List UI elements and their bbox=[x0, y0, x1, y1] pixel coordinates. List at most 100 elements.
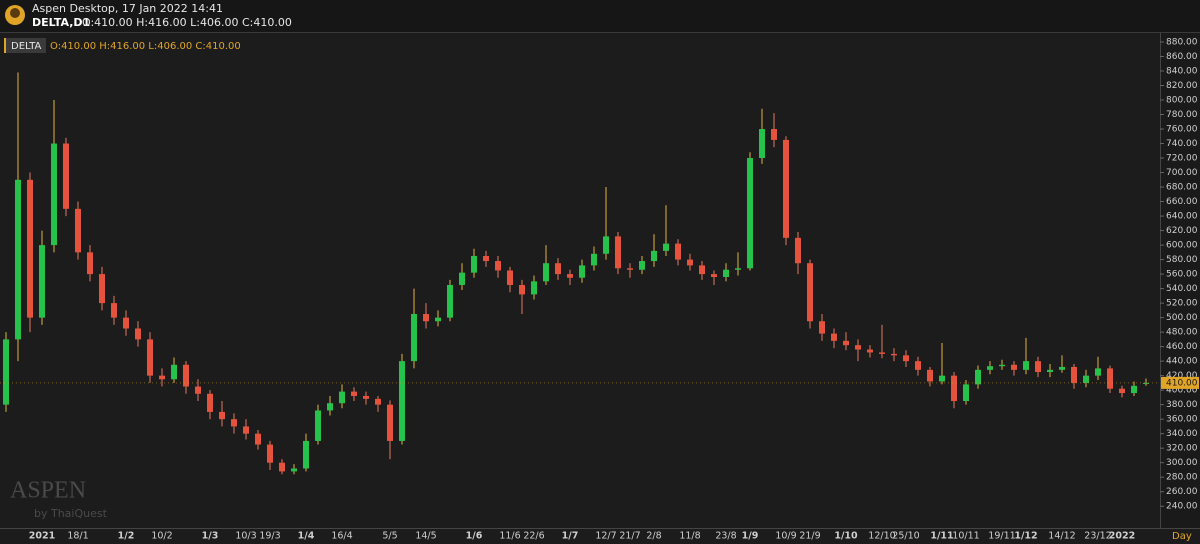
candle-body bbox=[279, 462, 285, 472]
y-tick-label: 500.00 bbox=[1166, 313, 1198, 323]
y-tick-label: 620.00 bbox=[1166, 226, 1198, 236]
candle-body bbox=[147, 339, 153, 376]
candle-body bbox=[531, 281, 537, 295]
candle-body bbox=[267, 444, 273, 463]
candle-body bbox=[1071, 366, 1077, 383]
candle-body bbox=[1047, 369, 1053, 373]
candle-body bbox=[99, 274, 105, 304]
x-tick-label: 11/8 bbox=[679, 531, 700, 542]
candle-body bbox=[495, 261, 501, 271]
candle-body bbox=[795, 237, 801, 264]
candle-body bbox=[339, 391, 345, 404]
candle-body bbox=[1095, 368, 1101, 376]
candle-body bbox=[471, 255, 477, 273]
x-tick-label: 1/2 bbox=[118, 531, 135, 542]
candle-body bbox=[831, 333, 837, 341]
x-tick-label: 14/12 bbox=[1048, 531, 1075, 542]
y-tick-label: 780.00 bbox=[1166, 110, 1198, 120]
x-tick-label: 23/8 bbox=[715, 531, 736, 542]
x-tick-label: 12/10 bbox=[868, 531, 895, 542]
x-tick-label: 18/1 bbox=[67, 531, 88, 542]
candle-body bbox=[459, 272, 465, 285]
candle-body bbox=[195, 386, 201, 394]
candle-body bbox=[783, 139, 789, 238]
candle-body bbox=[51, 143, 57, 246]
candle-body bbox=[711, 274, 717, 277]
candle-body bbox=[663, 243, 669, 251]
legend-marker bbox=[4, 38, 6, 53]
candle-body bbox=[807, 263, 813, 322]
candle-body bbox=[375, 398, 381, 405]
x-tick-label: 23/12 bbox=[1084, 531, 1111, 542]
candle-body bbox=[999, 364, 1005, 367]
app-title: Aspen Desktop, 17 Jan 2022 14:41 bbox=[32, 2, 223, 15]
candle-body bbox=[1035, 361, 1041, 373]
x-tick-label: 16/4 bbox=[331, 531, 352, 542]
x-tick-label: 22/6 bbox=[523, 531, 544, 542]
candle-body bbox=[135, 328, 141, 340]
legend-symbol-box bbox=[4, 38, 46, 53]
candle-body bbox=[687, 259, 693, 266]
legend-ohlc: O:410.00 H:416.00 L:406.00 C:410.00 bbox=[50, 41, 241, 52]
watermark-by: by ThaiQuest bbox=[34, 507, 108, 520]
x-tick-label: 21/7 bbox=[619, 531, 640, 542]
candle-body bbox=[219, 411, 225, 420]
candle-body bbox=[939, 375, 945, 382]
x-tick-label: 21/9 bbox=[799, 531, 820, 542]
candle-body bbox=[87, 252, 93, 275]
y-tick-label: 440.00 bbox=[1166, 357, 1198, 367]
y-tick-label: 580.00 bbox=[1166, 255, 1198, 265]
x-tick-label: 1/7 bbox=[562, 531, 579, 542]
y-tick-label: 860.00 bbox=[1166, 52, 1198, 62]
candle-body bbox=[1083, 375, 1089, 383]
x-tick-label: 1/10 bbox=[834, 531, 858, 542]
candle-body bbox=[555, 263, 561, 275]
x-tick-label: 10/3 bbox=[235, 531, 256, 542]
x-tick-label: 1/12 bbox=[1014, 531, 1037, 542]
candle-body bbox=[63, 143, 69, 209]
candle-body bbox=[351, 391, 357, 396]
x-tick-label: 1/11 bbox=[930, 531, 953, 542]
x-tick-label: 1/6 bbox=[466, 531, 483, 542]
candle-body bbox=[963, 384, 969, 402]
candle-body bbox=[159, 375, 165, 380]
y-tick-label: 760.00 bbox=[1166, 125, 1198, 135]
x-tick-label: 10/9 bbox=[775, 531, 796, 542]
y-tick-label: 840.00 bbox=[1166, 66, 1198, 76]
candle-body bbox=[27, 179, 33, 318]
y-tick-label: 400.00 bbox=[1166, 386, 1198, 396]
candle-body bbox=[615, 236, 621, 269]
candle-body bbox=[1059, 366, 1065, 370]
candle-body bbox=[171, 364, 177, 380]
app-icon-inner bbox=[10, 8, 20, 18]
candle-body bbox=[543, 263, 549, 282]
symbol-label: DELTA,D1 bbox=[32, 16, 90, 29]
candle-body bbox=[291, 468, 297, 472]
x-tick-label: 5/5 bbox=[382, 531, 397, 542]
x-tick-label: 14/5 bbox=[415, 531, 436, 542]
candle-body bbox=[735, 268, 741, 270]
y-tick-label: 460.00 bbox=[1166, 342, 1198, 352]
candle-body bbox=[975, 369, 981, 385]
y-tick-label: 240.00 bbox=[1166, 502, 1198, 512]
price-axis bbox=[1160, 33, 1200, 528]
candle-body bbox=[1119, 388, 1125, 394]
candle-body bbox=[927, 369, 933, 382]
y-tick-label: 480.00 bbox=[1166, 328, 1198, 338]
candle-body bbox=[315, 410, 321, 441]
x-tick-label: 10/11 bbox=[952, 531, 979, 542]
candle-body bbox=[447, 284, 453, 318]
y-tick-label: 880.00 bbox=[1166, 37, 1198, 47]
candle-body bbox=[1011, 364, 1017, 370]
candle-body bbox=[15, 179, 21, 340]
candle-body bbox=[639, 261, 645, 270]
y-tick-label: 420.00 bbox=[1166, 371, 1198, 381]
candle-body bbox=[723, 269, 729, 277]
last-price-tag bbox=[1161, 376, 1199, 389]
y-tick-label: 340.00 bbox=[1166, 429, 1198, 439]
candle-body bbox=[759, 129, 765, 159]
x-tick-label: 2/8 bbox=[646, 531, 661, 542]
candle-body bbox=[903, 355, 909, 362]
x-tick-label: 1/4 bbox=[298, 531, 315, 542]
